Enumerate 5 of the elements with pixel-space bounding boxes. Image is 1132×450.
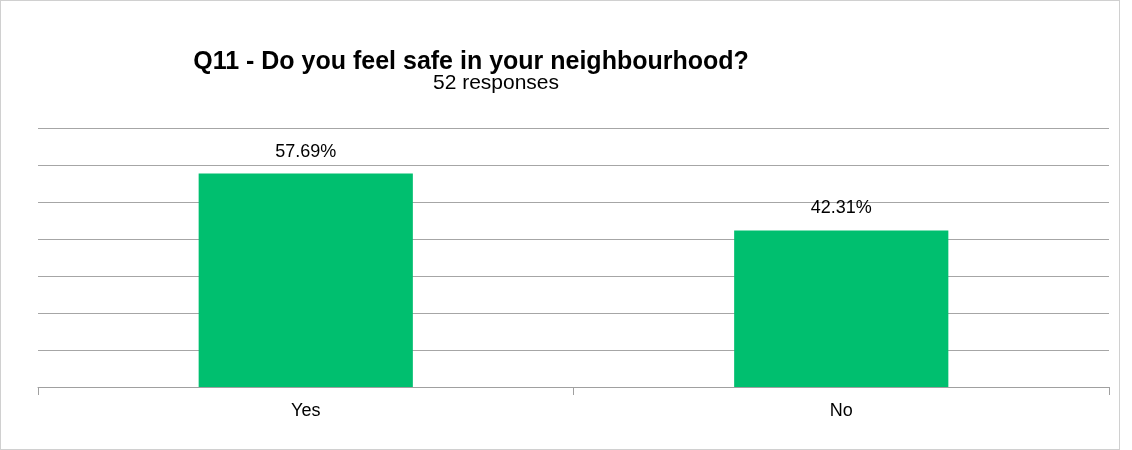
x-tick-label: No bbox=[829, 400, 853, 420]
chart-title: Q11 - Do you feel safe in your neighbourhood? bbox=[193, 45, 749, 74]
data-label: 57.69% bbox=[275, 140, 337, 161]
x-tick-label: Yes bbox=[291, 400, 321, 420]
data-label: 42.31% bbox=[810, 197, 872, 218]
